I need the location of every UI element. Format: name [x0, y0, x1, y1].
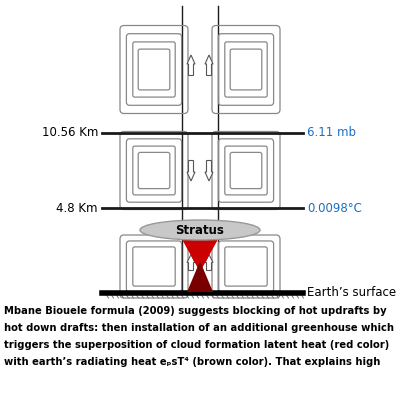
Polygon shape: [178, 232, 222, 272]
Text: 6.11 mb: 6.11 mb: [307, 126, 356, 140]
Text: hot down drafts: then installation of an additional greenhouse which: hot down drafts: then installation of an…: [4, 323, 394, 333]
Text: Earth’s surface: Earth’s surface: [307, 286, 396, 300]
Text: 4.8 Km: 4.8 Km: [57, 201, 98, 215]
Text: with earth’s radiating heat eₚsT⁴ (brown color). That explains high: with earth’s radiating heat eₚsT⁴ (brown…: [4, 357, 381, 367]
Text: Stratus: Stratus: [176, 223, 225, 237]
Ellipse shape: [140, 220, 260, 240]
FancyArrow shape: [205, 55, 213, 75]
FancyArrow shape: [187, 160, 195, 181]
FancyArrow shape: [187, 55, 195, 75]
Text: 10.56 Km: 10.56 Km: [42, 126, 98, 140]
Text: Mbane Biouele formula (2009) suggests blocking of hot updrafts by: Mbane Biouele formula (2009) suggests bl…: [4, 306, 387, 316]
Text: triggers the superposition of cloud formation latent heat (red color): triggers the superposition of cloud form…: [4, 340, 389, 350]
Polygon shape: [187, 261, 213, 292]
FancyArrow shape: [205, 255, 213, 271]
Text: 0.0098°C: 0.0098°C: [307, 201, 362, 215]
FancyArrow shape: [205, 160, 213, 181]
FancyArrow shape: [187, 255, 195, 271]
